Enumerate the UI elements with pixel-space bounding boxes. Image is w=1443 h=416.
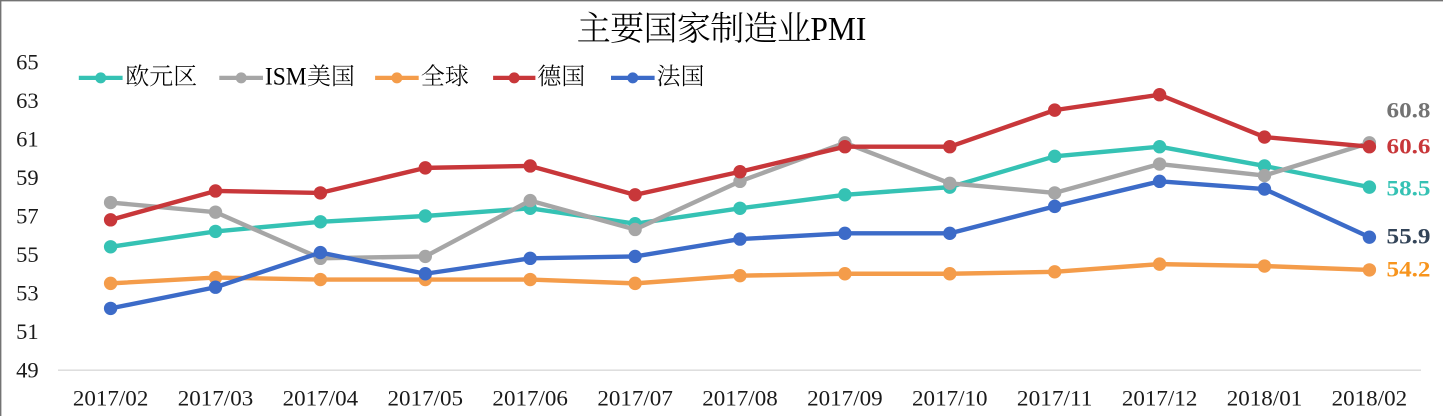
- svg-text:53: 53: [16, 280, 39, 305]
- svg-text:2017/04: 2017/04: [283, 386, 359, 411]
- svg-text:54.2: 54.2: [1387, 257, 1431, 282]
- svg-text:2017/02: 2017/02: [73, 386, 149, 411]
- svg-text:59: 59: [16, 165, 39, 190]
- svg-text:61: 61: [16, 126, 39, 151]
- svg-text:2018/01: 2018/01: [1227, 386, 1303, 411]
- svg-text:58.5: 58.5: [1387, 176, 1431, 201]
- svg-text:55.9: 55.9: [1387, 224, 1431, 249]
- svg-text:PMI: PMI: [810, 11, 866, 48]
- svg-text:49: 49: [16, 357, 39, 382]
- svg-text:2017/03: 2017/03: [178, 386, 254, 411]
- svg-text:55: 55: [16, 242, 39, 267]
- svg-text:63: 63: [16, 88, 39, 113]
- svg-text:2017/10: 2017/10: [912, 386, 988, 411]
- svg-text:2017/12: 2017/12: [1122, 386, 1198, 411]
- svg-text:2017/05: 2017/05: [388, 386, 464, 411]
- svg-text:65: 65: [16, 49, 39, 74]
- svg-text:ISM: ISM: [265, 64, 307, 91]
- svg-text:2018/02: 2018/02: [1332, 386, 1408, 411]
- svg-text:2017/06: 2017/06: [492, 386, 568, 411]
- svg-text:2017/07: 2017/07: [597, 386, 673, 411]
- svg-text:51: 51: [16, 319, 39, 344]
- svg-text:57: 57: [16, 203, 39, 228]
- svg-text:2017/11: 2017/11: [1017, 386, 1093, 411]
- svg-text:60.8: 60.8: [1387, 98, 1431, 123]
- svg-text:2017/08: 2017/08: [702, 386, 778, 411]
- svg-text:2017/09: 2017/09: [807, 386, 883, 411]
- svg-text:60.6: 60.6: [1387, 134, 1431, 159]
